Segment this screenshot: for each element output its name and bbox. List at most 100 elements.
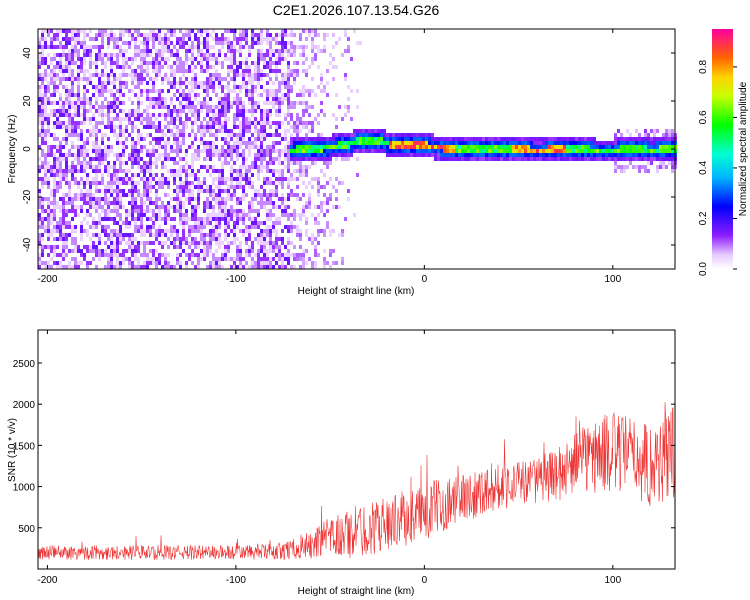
spectrogram-cell	[155, 233, 158, 237]
spectrogram-cell	[206, 125, 209, 129]
spectrogram-cell	[200, 165, 203, 169]
spectrogram-cell	[653, 157, 656, 161]
spectrogram-cell	[83, 121, 86, 125]
spectrogram-cell	[44, 29, 47, 33]
spectrogram-cell	[230, 101, 233, 105]
spectrogram-cell	[98, 53, 101, 57]
spectrogram-cell	[173, 245, 176, 249]
spectrogram-cell	[269, 213, 272, 217]
spectrogram-cell	[83, 69, 86, 73]
spectrogram-cell	[197, 261, 200, 265]
spectrogram-cell	[146, 73, 149, 77]
spectrogram-cell	[200, 57, 203, 61]
spectrogram-cell	[458, 141, 461, 145]
spectrogram-cell	[86, 77, 89, 81]
spectrogram-cell	[179, 37, 182, 41]
spectrogram-cell	[515, 145, 518, 149]
spectrogram-cell	[182, 81, 185, 85]
spectrogram-cell	[44, 109, 47, 113]
spectrogram-cell	[251, 97, 254, 101]
spectrogram-cell	[197, 93, 200, 97]
spectrogram-cell	[305, 185, 308, 189]
spectrogram-cell	[248, 149, 251, 153]
spectrogram-cell	[116, 249, 119, 253]
spectrogram-cell	[449, 137, 452, 141]
spectrogram-cell	[194, 113, 197, 117]
spectrogram-cell	[62, 125, 65, 129]
spectrogram-cell	[320, 205, 323, 209]
spectrogram-cell	[122, 149, 125, 153]
spectrogram-cell	[161, 133, 164, 137]
spectrogram-cell	[50, 193, 53, 197]
spectrogram-cell	[110, 189, 113, 193]
spectrogram-cell	[164, 209, 167, 213]
spectrogram-cell	[62, 245, 65, 249]
spectrogram-cell	[464, 145, 467, 149]
spectrogram-cell	[134, 93, 137, 97]
spectrogram-cell	[263, 177, 266, 181]
spectrogram-cell	[53, 37, 56, 41]
spectrogram-cell	[194, 265, 197, 269]
spectrogram-cell	[278, 41, 281, 45]
spectrogram-cell	[290, 177, 293, 181]
spectrogram-cell	[260, 85, 263, 89]
spectrogram-cell	[224, 197, 227, 201]
spectrogram-cell	[308, 33, 311, 37]
spectrogram-cell	[299, 173, 302, 177]
spectrogram-cell	[626, 137, 629, 141]
spectrogram-cell	[83, 149, 86, 153]
spectrogram-cell	[101, 93, 104, 97]
spectrogram-cell	[179, 221, 182, 225]
spectrogram-cell	[359, 129, 362, 133]
spectrogram-cell	[296, 121, 299, 125]
spectrogram-cell	[230, 129, 233, 133]
spectrogram-cell	[524, 149, 527, 153]
spectrogram-cell	[599, 153, 602, 157]
spectrogram-cell	[233, 193, 236, 197]
spectrogram-cell	[107, 117, 110, 121]
spectrogram-cell	[95, 225, 98, 229]
spectrogram-cell	[179, 245, 182, 249]
spectrogram-cell	[149, 225, 152, 229]
spectrogram-cell	[167, 261, 170, 265]
spectrogram-cell	[155, 149, 158, 153]
spectrogram-cell	[248, 185, 251, 189]
spectrogram-cell	[248, 121, 251, 125]
spectrogram-cell	[251, 133, 254, 137]
spectrogram-cell	[263, 193, 266, 197]
spectrogram-cell	[140, 49, 143, 53]
spectrogram-cell	[227, 97, 230, 101]
spectrogram-cell	[134, 161, 137, 165]
spectrogram-cell	[80, 189, 83, 193]
spectrogram-cell	[242, 173, 245, 177]
spectrogram-cell	[221, 201, 224, 205]
spectrogram-cell	[236, 185, 239, 189]
spectrogram-cell	[104, 113, 107, 117]
spectrogram-cell	[182, 45, 185, 49]
spectrogram-cell	[80, 45, 83, 49]
spectrogram-cell	[347, 141, 350, 145]
spectrogram-cell	[248, 229, 251, 233]
spectrogram-cell	[215, 57, 218, 61]
spectrogram-cell	[179, 105, 182, 109]
spectrogram-cell	[323, 37, 326, 41]
spectrogram-cell	[197, 189, 200, 193]
spectrogram-cell	[197, 125, 200, 129]
spectrogram-cell	[329, 193, 332, 197]
spectrogram-cell	[239, 217, 242, 221]
spectrogram-cell	[104, 145, 107, 149]
spectrogram-cell	[77, 101, 80, 105]
spectrogram-cell	[86, 117, 89, 121]
spectrogram-cell	[143, 241, 146, 245]
spectrogram-cell	[305, 233, 308, 237]
spectrogram-cell	[74, 165, 77, 169]
spectrogram-cell	[164, 37, 167, 41]
spectrogram-cell	[269, 45, 272, 49]
spectrogram-cell	[533, 145, 536, 149]
spectrogram-cell	[215, 33, 218, 37]
spectrogram-cell	[59, 97, 62, 101]
spectrogram-cell	[110, 129, 113, 133]
spectrogram-cell	[287, 61, 290, 65]
spectrogram-cell	[644, 145, 647, 149]
spectrogram-cell	[569, 157, 572, 161]
